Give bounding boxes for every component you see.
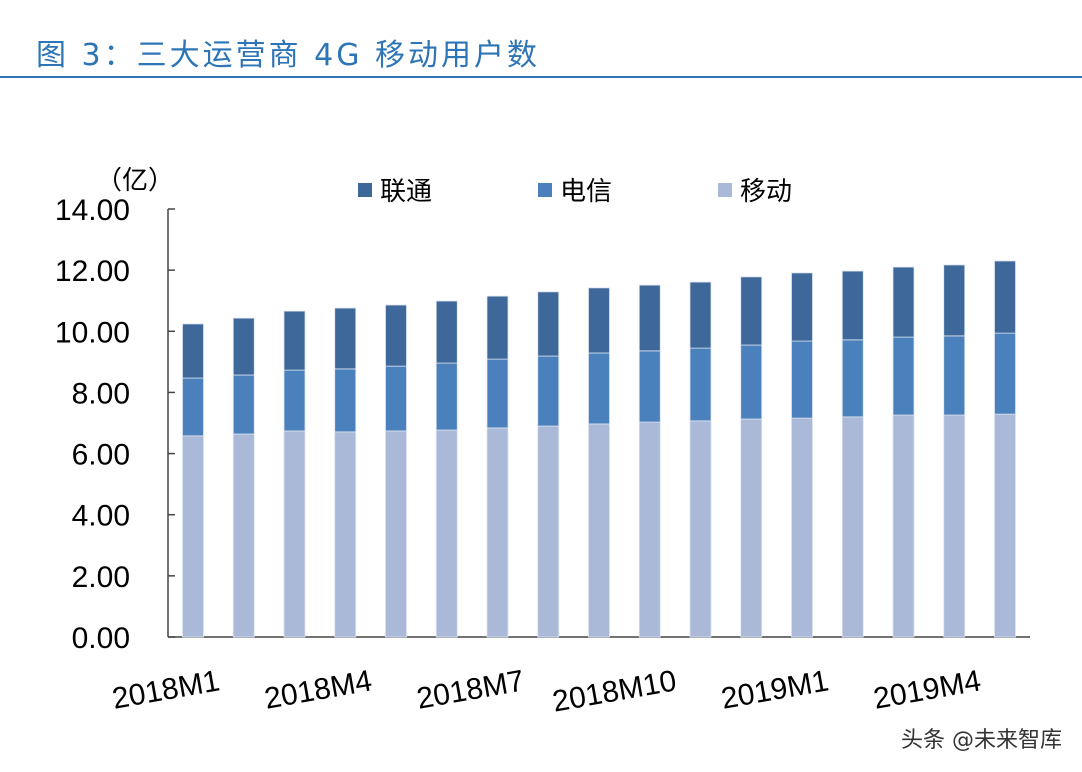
- bar-segment-2018M6-联通: [435, 300, 458, 364]
- legend-label: 电信: [560, 177, 612, 207]
- legend-swatch-电信: [538, 183, 552, 197]
- y-tick-label: 2.00: [72, 561, 130, 594]
- bar-segment-2018M6-移动: [435, 429, 458, 638]
- y-tick-label: 0.00: [72, 622, 130, 655]
- legend-label: 移动: [740, 177, 792, 207]
- bar-segment-2018M11-联通: [689, 281, 712, 349]
- bar-segment-2019M3-电信: [892, 336, 915, 416]
- bar-segment-2018M2-移动: [232, 433, 255, 638]
- watermark: 头条 @未来智库: [901, 728, 1062, 753]
- bar-segment-2018M7-联通: [486, 295, 509, 360]
- bar-segment-2018M11-移动: [689, 420, 712, 638]
- bar-segment-2018M11-电信: [689, 347, 712, 422]
- bar-segment-2018M8-电信: [537, 355, 560, 427]
- bar-segment-2018M1-联通: [182, 323, 204, 379]
- bar-segment-2018M9-移动: [588, 423, 610, 638]
- bar-segment-2018M10-电信: [638, 350, 661, 423]
- bar-segment-2018M4-电信: [334, 368, 357, 433]
- bar-segment-2019M3-移动: [892, 414, 915, 638]
- x-tick-label: 2018M4: [262, 664, 375, 715]
- bar-segment-2018M4-移动: [334, 431, 357, 638]
- y-axis-unit: （亿）: [96, 166, 175, 196]
- legend-label: 联通: [380, 177, 432, 207]
- bar-segment-2018M7-电信: [486, 358, 509, 429]
- bar-segment-2018M10-联通: [638, 284, 661, 352]
- bar-segment-2019M5-电信: [994, 332, 1016, 415]
- bar-segment-2018M3-联通: [283, 310, 306, 371]
- x-tick-label: 2018M7: [414, 664, 527, 715]
- bar-segment-2018M3-电信: [283, 369, 306, 432]
- x-tick-label: 2019M4: [871, 664, 984, 715]
- y-tick-label: 6.00: [72, 439, 130, 472]
- bar-segment-2018M4-联通: [334, 307, 357, 370]
- bar-segment-2018M8-移动: [537, 425, 560, 638]
- legend-swatch-联通: [358, 183, 372, 197]
- x-tick-label: 2019M1: [719, 664, 832, 715]
- bar-segment-2018M5-联通: [385, 304, 407, 367]
- bar-segment-2018M10-移动: [638, 421, 661, 638]
- bar-segment-2018M5-移动: [385, 430, 407, 638]
- bar-segment-2019M4-联通: [943, 264, 966, 337]
- x-tick-label: 2018M1: [110, 664, 223, 715]
- bar-segment-2019M4-移动: [943, 414, 966, 638]
- bar-segment-2019M5-移动: [994, 413, 1016, 638]
- y-tick-label: 8.00: [72, 377, 130, 410]
- chart-title: 图 3：三大运营商 4G 移动用户数: [36, 38, 541, 73]
- x-tick-label: 2018M10: [550, 664, 679, 718]
- bar-segment-2019M2-电信: [841, 339, 864, 418]
- bar-segment-2018M12-移动: [740, 418, 763, 638]
- bar-segment-2019M3-联通: [892, 266, 915, 338]
- bar-segment-2018M5-电信: [385, 365, 407, 432]
- bar-segment-2019M5-联通: [994, 260, 1016, 334]
- bar-segment-2019M4-电信: [943, 335, 966, 416]
- bar-segment-2018M9-联通: [588, 287, 610, 354]
- bar-segment-2018M9-电信: [588, 352, 610, 425]
- title-divider: [0, 76, 1082, 78]
- y-tick-label: 12.00: [55, 255, 130, 288]
- bar-segment-2018M6-电信: [435, 362, 458, 431]
- bar-segment-2019M1-电信: [791, 340, 813, 419]
- bar-segment-2018M7-移动: [486, 427, 509, 638]
- y-tick-label: 14.00: [55, 194, 130, 227]
- y-tick-label: 4.00: [72, 500, 130, 533]
- bar-segment-2018M8-联通: [537, 291, 560, 357]
- bar-segment-2018M3-移动: [283, 430, 306, 638]
- bar-segment-2018M12-电信: [740, 344, 763, 420]
- bar-segment-2018M12-联通: [740, 276, 763, 346]
- bar-segment-2019M2-移动: [841, 416, 864, 638]
- y-tick-label: 10.00: [55, 316, 130, 349]
- bar-segment-2019M1-移动: [791, 417, 813, 638]
- bar-segment-2019M2-联通: [841, 270, 864, 341]
- bar-segment-2019M1-联通: [791, 272, 813, 342]
- bar-segment-2018M1-电信: [182, 377, 204, 437]
- bar-segment-2018M2-电信: [232, 374, 255, 435]
- legend-swatch-移动: [718, 183, 732, 197]
- bar-segment-2018M2-联通: [232, 317, 255, 376]
- bar-segment-2018M1-移动: [182, 435, 204, 638]
